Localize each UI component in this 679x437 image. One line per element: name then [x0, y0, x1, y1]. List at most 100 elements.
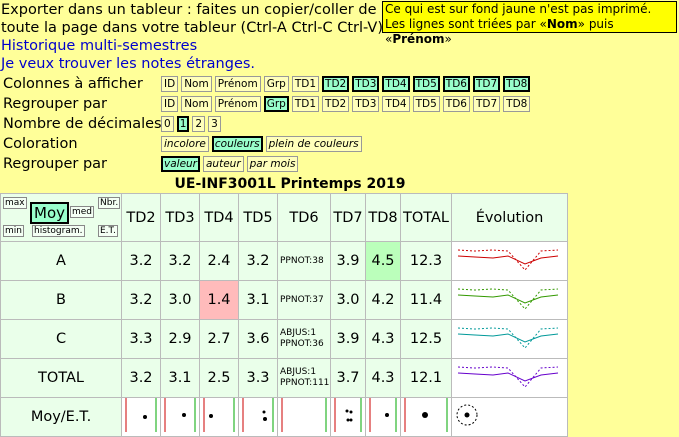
regrouper-option-td6[interactable]: TD6 [442, 96, 470, 112]
et-button[interactable]: E.T. [98, 225, 118, 237]
decimales-option-3[interactable]: 3 [208, 116, 221, 132]
stat-controls: max Moy med Nbr. min histogram. E.T. [0, 193, 122, 242]
boxplot-cell [330, 397, 366, 437]
colonnes-option-id[interactable]: ID [161, 76, 179, 92]
coloration-label: Coloration [3, 136, 78, 152]
row-name[interactable]: B [0, 280, 122, 320]
regrouper2-label: Regrouper par [3, 156, 107, 172]
evolution-sparkline [451, 241, 568, 281]
table-cell: 4.5 [365, 241, 401, 281]
regrouper-option-prénom[interactable]: Prénom [214, 96, 261, 112]
table-cell: 11.4 [400, 280, 452, 320]
regrouper-option-td3[interactable]: TD3 [352, 96, 380, 112]
col-header[interactable]: TD3 [160, 193, 200, 242]
colonnes-option-grp[interactable]: Grp [263, 76, 289, 92]
table-cell: ABJUS:1 PPNOT:111 [277, 358, 331, 398]
regrouper-option-td2[interactable]: TD2 [322, 96, 350, 112]
table-cell: 2.7 [199, 319, 239, 359]
boxplot-cell [365, 397, 401, 437]
colonnes-option-td4[interactable]: TD4 [382, 76, 410, 92]
boxplot-cell [121, 397, 161, 437]
col-header[interactable]: TD7 [330, 193, 366, 242]
col-header[interactable]: TOTAL [400, 193, 452, 242]
col-header[interactable]: TD8 [365, 193, 401, 242]
footer-label: Moy/E.T. [0, 397, 122, 437]
regrouper-options: ID Nom Prénom Grp TD1 TD2 TD3 TD4 TD5 TD6 TD7 TD8 [161, 94, 531, 114]
table-row: B 3.2 3.0 1.4 3.1 PPNOT:37 3.0 4.2 11.4 [0, 280, 568, 320]
colonnes-option-nom[interactable]: Nom [181, 76, 212, 92]
regrouper-option-grp[interactable]: Grp [263, 96, 289, 112]
colonnes-option-td5[interactable]: TD5 [412, 76, 440, 92]
decimales-option-2[interactable]: 2 [192, 116, 206, 132]
regrouper-option-td7[interactable]: TD7 [472, 96, 501, 112]
table-cell: 4.3 [365, 319, 401, 359]
coloration-option-couleurs[interactable]: couleurs [211, 136, 263, 152]
history-link[interactable]: Historique multi-semestres [1, 38, 198, 54]
regrouper-option-td4[interactable]: TD4 [382, 96, 410, 112]
row-name[interactable]: TOTAL [0, 358, 122, 398]
regrouper-option-td8[interactable]: TD8 [503, 96, 531, 112]
boxplot-cell [277, 397, 331, 437]
col-header[interactable]: Évolution [451, 193, 568, 242]
coloration-options: incolore couleurs plein de couleurs [161, 134, 362, 154]
colonnes-options: ID Nom Prénom Grp TD1 TD2 TD3 TD4 TD5 TD6 TD7 TD8 [161, 74, 531, 94]
table-cell: PPNOT:37 [277, 280, 331, 320]
decimales-option-0[interactable]: 0 [161, 116, 174, 132]
table-cell: 3.2 [238, 241, 278, 281]
export-line-2: toute la page dans votre tableur (Ctrl-A… [1, 20, 383, 36]
regrouper2-option-par-mois[interactable]: par mois [246, 156, 299, 172]
table-cell: 2.4 [199, 241, 239, 281]
strange-notes-link[interactable]: Je veux trouver les notes étranges. [1, 56, 256, 72]
table-row: C 3.3 2.9 2.7 3.6 ABJUS:1 PPNOT:36 3.9 4.3 12.5 [0, 319, 568, 359]
col-header[interactable]: TD6 [277, 193, 331, 242]
colonnes-option-td2[interactable]: TD2 [322, 76, 350, 92]
regrouper-option-td1[interactable]: TD1 [291, 96, 320, 112]
regrouper-option-nom[interactable]: Nom [181, 96, 212, 112]
coloration-option-incolore[interactable]: incolore [161, 136, 209, 152]
table-cell: 3.3 [238, 358, 278, 398]
distribution-icon [451, 397, 568, 437]
regrouper-option-id[interactable]: ID [161, 96, 179, 112]
coloration-option-plein-de-couleurs[interactable]: plein de couleurs [265, 136, 362, 152]
colonnes-option-td3[interactable]: TD3 [352, 76, 380, 92]
boxplot-cell [160, 397, 200, 437]
regrouper2-options: valeur auteur par mois [161, 154, 299, 174]
decimales-label: Nombre de décimales [3, 116, 162, 132]
row-name[interactable]: C [0, 319, 122, 359]
regrouper-option-td5[interactable]: TD5 [412, 96, 440, 112]
histogram-button[interactable]: histogram. [32, 225, 85, 237]
table-cell: 3.2 [160, 241, 200, 281]
colonnes-option-prénom[interactable]: Prénom [214, 76, 261, 92]
regrouper2-option-auteur[interactable]: auteur [203, 156, 244, 172]
export-instructions: Exporter dans un tableur : faites un cop… [1, 1, 383, 73]
col-header[interactable]: TD4 [199, 193, 239, 242]
boxplot-cell [199, 397, 239, 437]
table-cell: 3.2 [121, 358, 161, 398]
max-button[interactable]: max [3, 197, 27, 209]
table-cell: 3.6 [238, 319, 278, 359]
table-cell: 3.0 [160, 280, 200, 320]
col-header[interactable]: TD2 [121, 193, 161, 242]
row-name[interactable]: A [0, 241, 122, 281]
col-header[interactable]: TD5 [238, 193, 278, 242]
regrouper2-option-valeur[interactable]: valeur [161, 156, 200, 172]
evolution-sparkline [451, 358, 568, 398]
evolution-sparkline [451, 319, 568, 359]
colonnes-option-td6[interactable]: TD6 [442, 76, 470, 92]
med-button[interactable]: med [70, 206, 95, 218]
table-cell: 1.4 [199, 280, 239, 320]
table-cell: 4.3 [365, 358, 401, 398]
table-row: A 3.2 3.2 2.4 3.2 PPNOT:38 3.9 4.5 12.3 [0, 241, 568, 281]
decimales-option-1[interactable]: 1 [176, 116, 190, 132]
colonnes-option-td7[interactable]: TD7 [472, 76, 501, 92]
colonnes-option-td1[interactable]: TD1 [291, 76, 320, 92]
table-cell: 3.7 [330, 358, 366, 398]
colonnes-option-td8[interactable]: TD8 [503, 76, 531, 92]
table-cell: PPNOT:38 [277, 241, 331, 281]
colonnes-label: Colonnes à afficher [3, 76, 143, 92]
min-button[interactable]: min [3, 225, 24, 237]
nbr-button[interactable]: Nbr. [98, 197, 121, 209]
moy-button[interactable]: Moy [30, 202, 69, 224]
table-cell: 3.1 [160, 358, 200, 398]
